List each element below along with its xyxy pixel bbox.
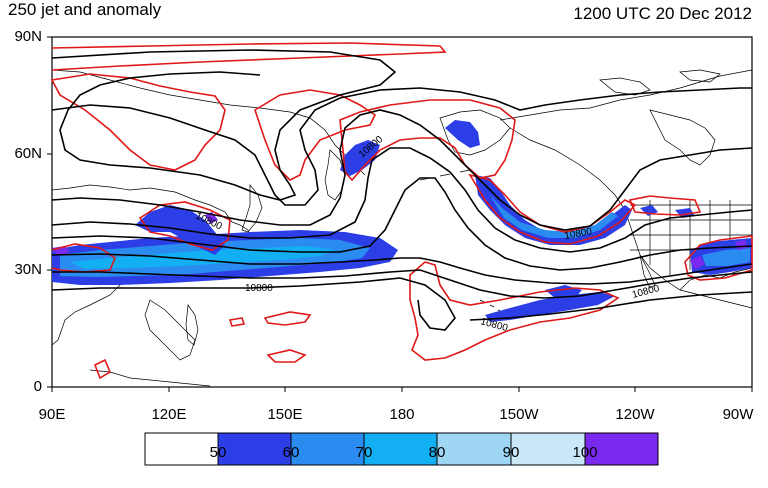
height-contour-3 [51,109,753,231]
contour-label: 10800 [631,283,661,301]
height-contour-2 [51,87,752,206]
anomaly-asia-jet [138,201,231,251]
height-contour-7 [52,269,753,299]
colorbar-box-3 [363,432,438,466]
anomaly-pacific-small-2 [263,311,312,326]
lat-label-90n: 90N [14,28,42,45]
anomaly-pacific-small-3 [266,349,307,363]
coastline-alaska [439,109,511,156]
lon-label-180: 180 [389,406,415,423]
colorbar-label-100: 100 [572,444,598,461]
height-contour-4 [51,147,753,253]
anomaly-canada [628,195,702,216]
jet-pacific-sub [485,292,615,322]
lon-label-150w: 150W [499,406,539,423]
jet-trough-mid [490,195,618,238]
jet-alaska-small [445,120,480,148]
lon-label-90e: 90E [38,406,66,423]
height-contour-6 [51,253,753,285]
coastline-siberia-north [51,69,366,176]
anomaly-us-east [684,235,753,281]
coastline-arctic-islands [599,69,721,96]
colorbar-label-50: 50 [209,444,227,461]
anomaly-pacific-small-1 [228,317,246,327]
coastline-kamchatka [324,149,346,201]
anomaly-tropics-asia [93,358,112,380]
lon-label-90w: 90W [722,406,754,423]
colorbar-label-80: 80 [428,444,446,461]
axis-ticks [47,36,753,392]
lat-label-60n: 60N [14,145,42,162]
colorbar [144,432,659,466]
coastline-hudson [649,109,716,166]
anomaly-north-asia [50,73,226,171]
jet-bering [340,140,380,176]
lon-label-120e: 120E [151,406,187,423]
coastline-japan [241,184,263,233]
lon-label-120w: 120W [615,406,655,423]
plot-title: 250 jet and anomaly [8,0,162,19]
height-contour-1 [51,49,397,201]
coastline-north-america-west [509,127,753,309]
anomaly-trough [468,173,637,245]
coastline-baja [639,254,656,289]
contour-label: 10800 [564,226,594,242]
lat-label-eq: 0 [33,378,42,395]
anomaly-alaska [339,99,516,182]
contour-label: 10800 [245,283,273,294]
anomaly-asia-west [51,243,116,273]
height-contour-9 [469,291,753,321]
jet-us-east-purple [690,240,748,270]
colorbar-box-1 [217,432,292,466]
height-contour-8 [51,277,456,331]
anomaly-arctic [51,42,447,71]
lat-label-30n: 30N [14,261,42,278]
colorbar-label-70: 70 [355,444,373,461]
jet-asia-purple [52,212,218,256]
jet-asia-core [70,246,335,269]
colorbar-box-4 [436,432,512,466]
height-contour-5 [51,177,753,271]
colorbar-label-90: 90 [502,444,520,461]
coastline-southeast-asia [144,299,196,361]
lon-label-150e: 150E [267,406,303,423]
coastline-philippines [185,304,199,346]
anomaly-pacific [409,261,620,361]
height-contours [51,49,753,331]
colorbar-box-6 [584,432,659,466]
coastline-north-america [499,69,753,121]
jet-us-east-mid [702,248,750,266]
plot-timestamp: 1200 UTC 20 Dec 2012 [573,4,752,23]
colorbar-label-60: 60 [282,444,300,461]
